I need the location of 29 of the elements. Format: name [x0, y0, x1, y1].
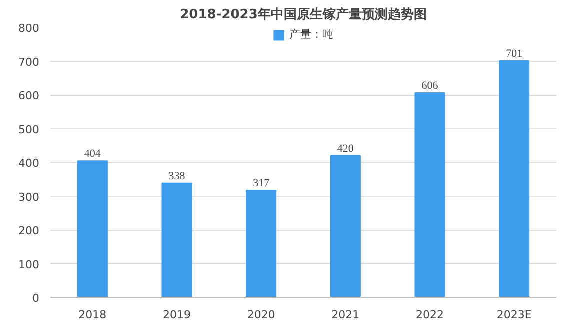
bar [414, 92, 446, 298]
bar [162, 182, 192, 298]
y-tick-label: 400 [18, 157, 40, 170]
x-tick-label: 2021 [332, 308, 360, 322]
y-tick-label: 500 [18, 123, 40, 136]
y-tick-label: 700 [18, 56, 40, 69]
bar [499, 60, 530, 298]
bar [330, 155, 361, 298]
x-tick-label: 2020 [247, 308, 276, 322]
y-tick-label: 300 [18, 190, 40, 204]
chart-title: 2018-2023年中国原生镓产量预测趋势图 [180, 6, 427, 22]
y-tick-label: 100 [18, 258, 40, 272]
x-tick-label: 2023E [496, 308, 532, 322]
x-tick-label: 2022 [416, 308, 444, 322]
data-label: 338 [168, 170, 186, 182]
y-tick-label: 200 [18, 224, 40, 238]
x-tick-label: 2019 [163, 308, 192, 322]
bar [246, 190, 277, 298]
x-tick-label: 2018 [78, 308, 107, 322]
y-tick-label: 0 [32, 292, 40, 305]
data-label: 701 [506, 48, 523, 60]
y-tick-label: 600 [18, 90, 40, 102]
bar [77, 160, 108, 298]
data-label: 606 [422, 80, 439, 92]
legend-label: 产量：吨 [290, 27, 334, 42]
data-label: 420 [337, 142, 354, 155]
y-tick-label: 800 [18, 22, 40, 35]
data-label: 317 [253, 178, 270, 190]
data-label: 404 [84, 148, 102, 160]
